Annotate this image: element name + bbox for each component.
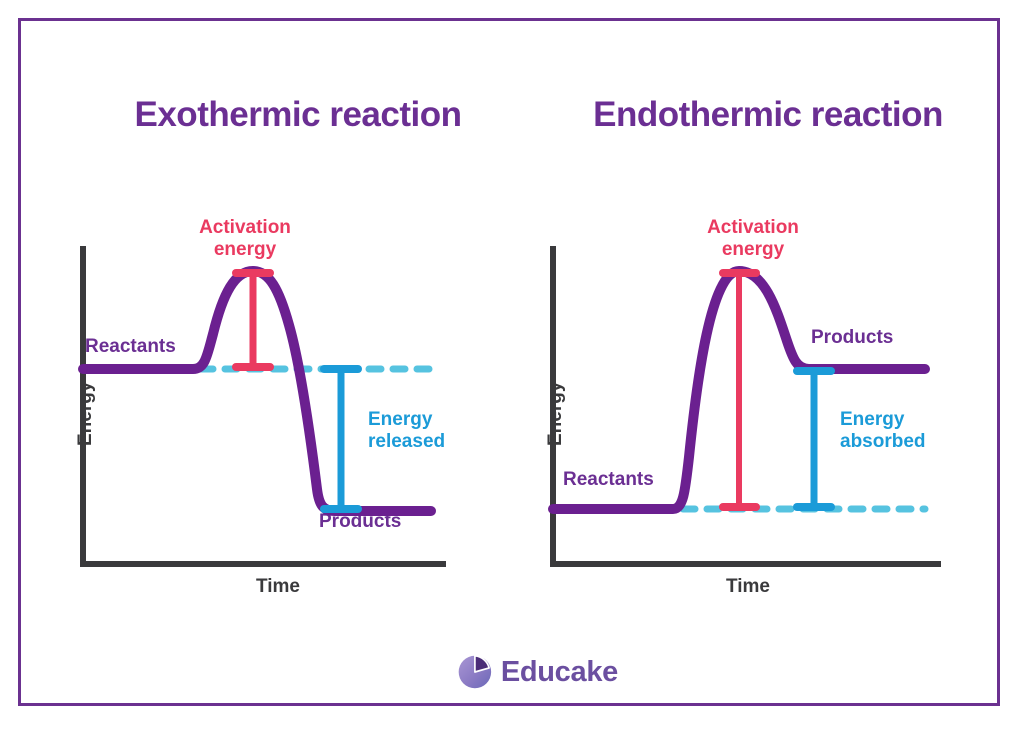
educake-wordmark: Educake: [500, 655, 618, 688]
reaction-profile-curve-left: [78, 266, 436, 516]
exothermic-chart: Energy Time Reactants Products Activatio…: [63, 201, 533, 601]
pie-wedge-icon: [458, 654, 492, 689]
axes-line-right: [550, 246, 941, 567]
energy-released-label: Energy released: [368, 409, 445, 453]
energy-released-label-line1: Energy: [368, 409, 433, 430]
activation-energy-indicator-right: [719, 269, 760, 511]
activation-energy-label-left-line2: energy: [213, 239, 277, 261]
activation-energy-label-right-line2: energy: [721, 239, 785, 261]
endothermic-plot-svg: [548, 246, 941, 567]
products-label-left: Products: [319, 511, 402, 532]
energy-absorbed-label-line1: Energy: [840, 409, 905, 430]
exothermic-title: Exothermic reaction: [134, 95, 463, 134]
energy-absorbed-label: Energy absorbed: [840, 409, 926, 453]
activation-energy-label-right: Activation energy: [683, 217, 823, 261]
activation-energy-indicator-left: [232, 269, 274, 371]
energy-released-indicator: [320, 365, 362, 513]
x-axis-label-left: Time: [255, 576, 300, 597]
endothermic-title: Endothermic reaction: [593, 95, 943, 134]
x-axis-label-right: Time: [725, 576, 770, 597]
exothermic-plot-svg: [78, 246, 446, 567]
axes-line-left: [80, 246, 446, 567]
activation-energy-label-right-line1: Activation: [707, 217, 799, 238]
activation-energy-label-left-line1: Activation: [199, 217, 291, 238]
energy-released-label-line2: released: [368, 431, 446, 453]
energy-absorbed-indicator: [793, 367, 835, 511]
endothermic-chart: Energy Time Reactants Products Activatio…: [533, 201, 1003, 601]
activation-energy-label-left: Activation energy: [175, 217, 315, 261]
figure-border: Exothermic reaction Energy Time Reactant…: [18, 18, 1000, 706]
products-label-right: Products: [811, 327, 894, 348]
educake-logo: Educake: [458, 646, 618, 698]
reactants-label-right: Reactants: [563, 469, 654, 490]
energy-absorbed-label-line2: absorbed: [840, 431, 926, 453]
reactants-label-left: Reactants: [85, 336, 176, 357]
